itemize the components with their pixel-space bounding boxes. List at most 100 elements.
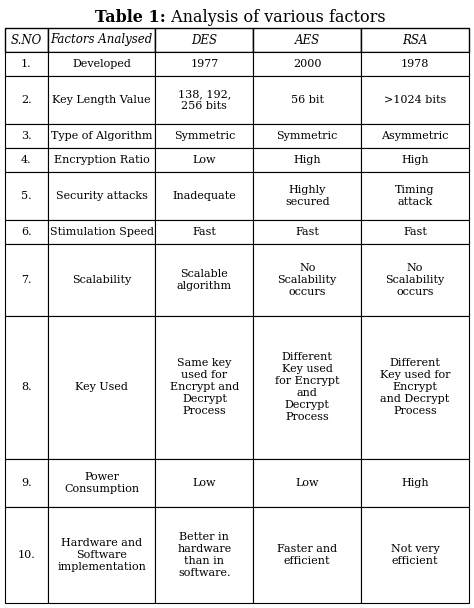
Text: Symmetric: Symmetric [173,131,235,141]
Bar [155,459,253,507]
Bar [155,124,253,148]
Text: Table 1:: Table 1: [95,9,165,26]
Bar [5,172,48,219]
Text: 6.: 6. [21,227,32,237]
Bar [48,459,155,507]
Text: Factors Analysed: Factors Analysed [50,33,153,46]
Text: Low: Low [295,478,319,488]
Bar [253,316,361,459]
Text: 9.: 9. [21,478,32,488]
Text: Faster and
efficient: Faster and efficient [277,544,337,566]
Text: Fast: Fast [192,227,216,237]
Text: Fast: Fast [295,227,319,237]
Text: Scalable
algorithm: Scalable algorithm [177,269,232,291]
Text: 8.: 8. [21,382,32,392]
Text: Table 1: Analysis of various factors: Table 1: Analysis of various factors [95,9,379,26]
Text: High: High [293,155,321,165]
Bar [5,124,48,148]
Bar [5,148,48,172]
Text: 1977: 1977 [190,59,219,69]
Text: Inadequate: Inadequate [173,191,236,201]
Bar [48,244,155,316]
Bar [155,244,253,316]
Bar [253,219,361,244]
Text: High: High [401,155,429,165]
Bar [48,52,155,76]
Text: 10.: 10. [18,550,35,560]
Text: Hardware and
Software
implementation: Hardware and Software implementation [57,538,146,572]
Text: 1.: 1. [21,59,32,69]
Bar [48,507,155,603]
Bar [253,507,361,603]
Bar [155,148,253,172]
Bar [361,316,469,459]
Text: Low: Low [192,478,216,488]
Text: High: High [401,478,429,488]
Bar [5,52,48,76]
Text: 2.: 2. [21,95,32,105]
Bar [48,76,155,124]
Bar [48,316,155,459]
Text: Type of Algorithm: Type of Algorithm [51,131,152,141]
Text: Security attacks: Security attacks [55,191,147,201]
Text: Key Length Value: Key Length Value [52,95,151,105]
Text: Developed: Developed [72,59,131,69]
Text: AES: AES [295,33,320,46]
Bar [253,124,361,148]
Bar [361,459,469,507]
Bar [48,28,155,52]
Text: Different
Key used
for Encrypt
and
Decrypt
Process: Different Key used for Encrypt and Decry… [275,353,339,423]
Text: RSA: RSA [402,33,428,46]
Bar [155,316,253,459]
Text: DES: DES [191,33,218,46]
Text: Better in
hardware
than in
software.: Better in hardware than in software. [177,532,231,578]
Bar [48,148,155,172]
Bar [48,172,155,219]
Bar [361,219,469,244]
Text: 2000: 2000 [293,59,321,69]
Bar [361,52,469,76]
Bar [5,76,48,124]
Text: 56 bit: 56 bit [291,95,324,105]
Text: Highly
secured: Highly secured [285,185,329,207]
Text: >1024 bits: >1024 bits [384,95,446,105]
Bar [155,52,253,76]
Text: Analysis of various factors: Analysis of various factors [165,9,385,26]
Text: Key Used: Key Used [75,382,128,392]
Bar [253,52,361,76]
Bar [361,124,469,148]
Text: 1978: 1978 [401,59,429,69]
Bar [253,172,361,219]
Text: Scalability: Scalability [72,275,131,285]
Text: 5.: 5. [21,191,32,201]
Bar [5,244,48,316]
Bar [253,148,361,172]
Bar [361,28,469,52]
Bar [155,28,253,52]
Text: Asymmetric: Asymmetric [381,131,449,141]
Text: 7.: 7. [21,275,32,285]
Bar [361,244,469,316]
Bar [155,172,253,219]
Text: No
Scalability
occurs: No Scalability occurs [385,263,445,297]
Text: Stimulation Speed: Stimulation Speed [50,227,154,237]
Text: 4.: 4. [21,155,32,165]
Bar [155,219,253,244]
Bar [5,316,48,459]
Bar [361,76,469,124]
Text: Power
Consumption: Power Consumption [64,472,139,494]
Bar [253,76,361,124]
Bar [155,507,253,603]
Bar [48,219,155,244]
Text: Encryption Ratio: Encryption Ratio [54,155,149,165]
Text: Different
Key used for
Encrypt
and Decrypt
Process: Different Key used for Encrypt and Decry… [380,358,450,416]
Text: Fast: Fast [403,227,427,237]
Bar [361,148,469,172]
Bar [253,28,361,52]
Bar [253,244,361,316]
Bar [5,459,48,507]
Bar [5,507,48,603]
Text: S.NO: S.NO [11,33,42,46]
Bar [155,76,253,124]
Bar [361,507,469,603]
